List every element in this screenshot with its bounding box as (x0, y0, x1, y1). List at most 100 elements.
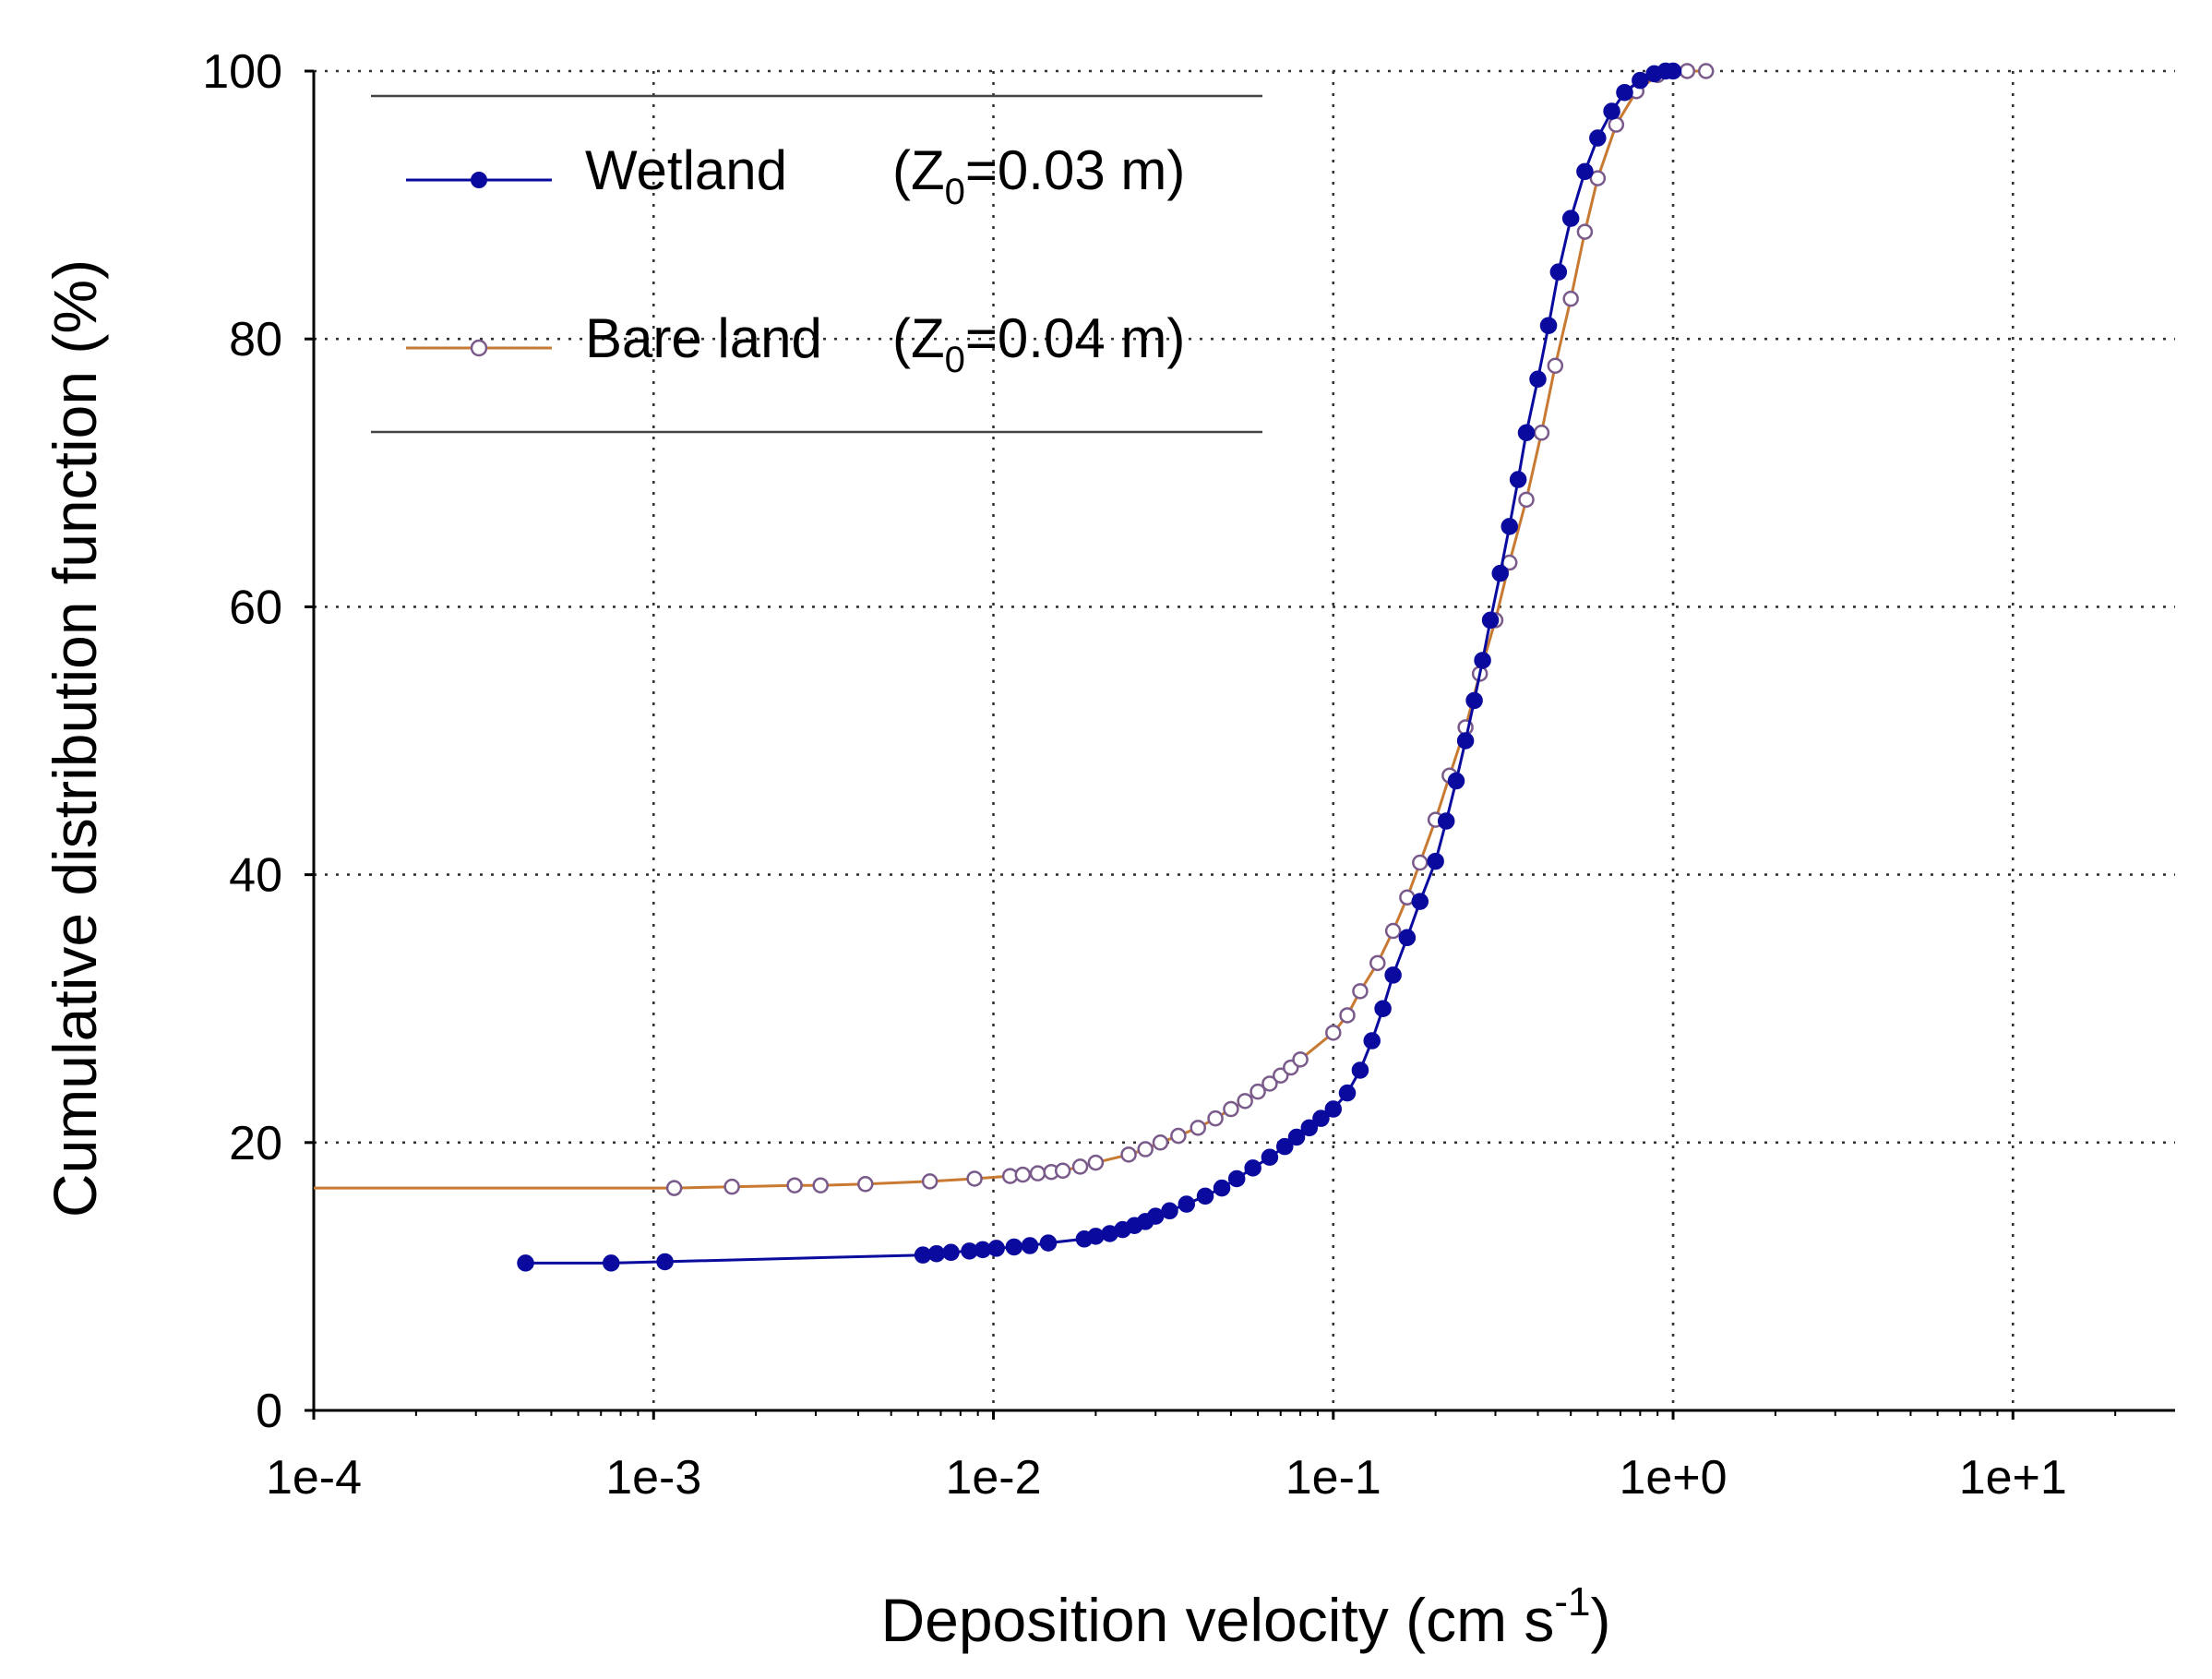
data-point-bare-land (1237, 1093, 1253, 1109)
data-point-wetland (1603, 102, 1620, 120)
legend: Wetland (Z0=0.03 m) Bare land (Z0=0.04 m… (371, 94, 1262, 434)
data-point-wetland (1398, 929, 1417, 947)
data-point-wetland (1196, 1187, 1214, 1205)
data-point-bare-land (857, 1176, 874, 1193)
x-axis-title-close: ) (1591, 1586, 1611, 1654)
data-point-wetland (1411, 893, 1429, 910)
data-point-bare-land (1533, 425, 1550, 441)
data-point-bare-land (1137, 1141, 1154, 1157)
data-point-wetland (1474, 652, 1491, 669)
data-point-bare-land (1207, 1109, 1224, 1127)
data-point-wetland (1529, 370, 1547, 388)
x-tick-label: 1e+1 (1959, 1451, 2067, 1505)
legend-marker-wetland (471, 172, 487, 188)
y-tick-label: 60 (229, 581, 282, 634)
data-point-bare-land (1190, 1120, 1206, 1136)
data-point-wetland (1324, 1100, 1343, 1118)
data-point-bare-land (1576, 223, 1594, 240)
data-point-bare-land (812, 1177, 829, 1193)
data-point-bare-land (1152, 1134, 1169, 1151)
data-point-wetland (1589, 129, 1607, 147)
legend-param-wetland: (Z0=0.03 m) (892, 139, 1185, 212)
data-point-bare-land (1029, 1165, 1046, 1181)
data-point-bare-land (665, 1180, 683, 1196)
legend-param-sub: 0 (945, 172, 965, 212)
y-tick-label: 20 (229, 1117, 282, 1170)
data-point-wetland (1300, 1119, 1319, 1137)
legend-param-prefix: (Z (892, 139, 945, 201)
data-point-wetland (1021, 1237, 1039, 1254)
data-point-bare-land (1120, 1146, 1137, 1163)
x-tick-label: 1e-4 (266, 1451, 362, 1505)
data-point-bare-land (1170, 1127, 1187, 1145)
legend-marker-bare-land (470, 339, 488, 357)
data-point-wetland (942, 1243, 960, 1262)
data-point-wetland (1005, 1238, 1023, 1256)
x-tick-label: 1e-2 (945, 1451, 1041, 1505)
data-point-bare-land (1272, 1067, 1289, 1084)
data-point-bare-land (1054, 1162, 1071, 1180)
data-point-wetland (1427, 852, 1444, 870)
data-point-wetland (1549, 263, 1568, 281)
data-point-wetland (987, 1240, 1005, 1257)
data-point-bare-land (1589, 170, 1607, 186)
data-point-wetland (1491, 564, 1509, 582)
data-point-wetland (1146, 1207, 1165, 1225)
data-point-wetland (1509, 471, 1527, 488)
data-point-bare-land (786, 1177, 803, 1193)
y-tick-label: 80 (229, 313, 282, 366)
data-point-wetland (1561, 210, 1580, 227)
x-axis-title-main: Deposition velocity (cm s (880, 1586, 1554, 1654)
legend-param-bare-land: (Z0=0.04 m) (892, 307, 1185, 380)
data-point-bare-land (1547, 357, 1564, 374)
data-point-wetland (1261, 1148, 1279, 1167)
data-point-wetland (1437, 812, 1455, 830)
data-point-wetland (1374, 1000, 1392, 1017)
data-point-bare-land (1249, 1083, 1266, 1100)
data-point-wetland (1039, 1234, 1058, 1252)
data-point-bare-land (1292, 1051, 1309, 1068)
grid-lines (314, 69, 2175, 1410)
data-point-bare-land (1261, 1075, 1278, 1092)
data-point-wetland (1227, 1169, 1246, 1188)
legend-label-wetland: Wetland (585, 139, 787, 201)
data-point-wetland (1465, 691, 1483, 710)
data-point-wetland (1616, 83, 1633, 102)
data-point-wetland (1501, 518, 1518, 535)
legend-param-prefix: (Z (892, 307, 945, 369)
data-point-bare-land (1325, 1025, 1342, 1041)
data-point-bare-land (1697, 63, 1715, 79)
series-wetland (517, 62, 1682, 1272)
data-point-bare-land (1087, 1154, 1105, 1171)
data-point-bare-land (1014, 1166, 1032, 1183)
legend-entry-bare-land: Bare land (Z0=0.04 m) (406, 307, 1185, 380)
data-point-wetland (1287, 1128, 1306, 1146)
data-point-wetland (1161, 1202, 1178, 1220)
data-point-wetland (1576, 162, 1594, 181)
data-point-wetland (1481, 611, 1500, 630)
data-point-bare-land (1071, 1158, 1089, 1175)
legend-param-suffix: =0.03 m) (965, 139, 1185, 201)
data-point-wetland (1447, 772, 1465, 790)
x-tick-label: 1e+0 (1619, 1451, 1727, 1505)
data-point-wetland (1539, 317, 1558, 334)
series-layer (314, 62, 1715, 1272)
y-axis-title: Cumulative distribution function (%) (41, 259, 109, 1217)
data-point-bare-land (1562, 290, 1579, 307)
data-point-wetland (1312, 1109, 1330, 1127)
legend-param-suffix: =0.04 m) (965, 307, 1185, 369)
data-point-wetland (1664, 62, 1682, 80)
legend-label-bare-land: Bare land (585, 307, 822, 369)
x-axis-title: Deposition velocity (cm s-1) (880, 1579, 1610, 1654)
data-point-wetland (1213, 1179, 1231, 1197)
data-point-wetland (517, 1254, 534, 1272)
data-point-bare-land (1352, 983, 1369, 1000)
data-point-bare-land (1384, 922, 1402, 940)
x-tick-label: 1e-3 (605, 1451, 701, 1505)
data-point-wetland (1087, 1228, 1105, 1245)
x-axis-title-sup: -1 (1554, 1579, 1590, 1625)
legend-param-sub: 0 (945, 340, 965, 380)
data-point-wetland (1244, 1159, 1261, 1177)
data-point-bare-land (1369, 954, 1386, 972)
